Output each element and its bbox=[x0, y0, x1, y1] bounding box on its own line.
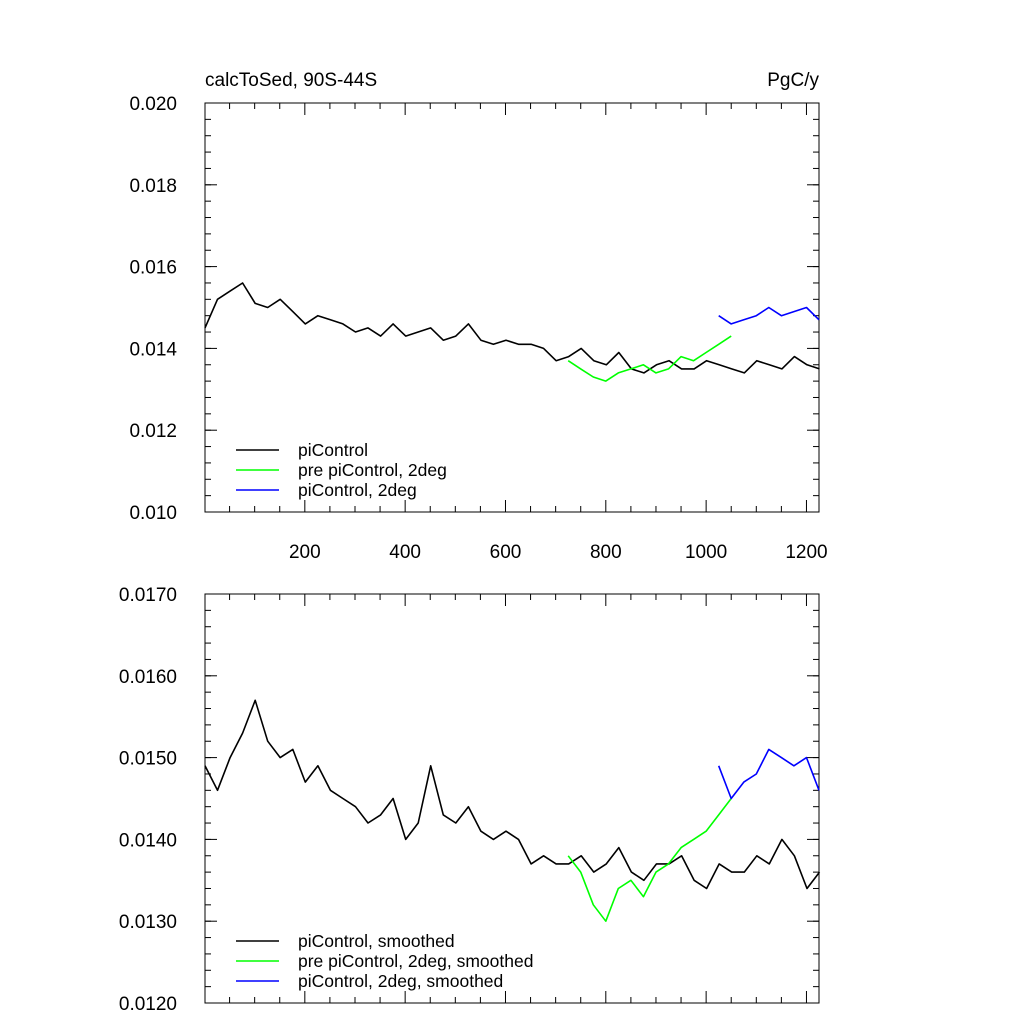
y-tick-label: 0.0130 bbox=[119, 912, 177, 933]
y-tick-label: 0.0170 bbox=[119, 585, 177, 606]
x-tick-label: 1000 bbox=[685, 542, 727, 563]
legend-label: piControl bbox=[298, 440, 368, 460]
x-tick-label: 1200 bbox=[785, 542, 827, 563]
y-tick-label: 0.016 bbox=[129, 258, 177, 279]
x-tick-label: 200 bbox=[289, 542, 321, 563]
y-tick-label: 0.010 bbox=[129, 503, 177, 524]
y-tick-label: 0.020 bbox=[129, 94, 177, 115]
bottom-panel: 0.0120 0.0130 0.0140 0.0150 0.0160 0.0170 piCo… bbox=[119, 585, 821, 1015]
series-line-picontrol-smoothed bbox=[204, 699, 821, 890]
legend-label: piControl, smoothed bbox=[298, 931, 455, 951]
x-tick-label: 600 bbox=[490, 542, 522, 563]
legend-label: piControl, 2deg, smoothed bbox=[298, 971, 503, 991]
y-tick-label: 0.012 bbox=[129, 421, 177, 442]
legend-label: pre piControl, 2deg bbox=[298, 460, 447, 480]
series-line-picontrol-2deg-smoothed bbox=[717, 748, 820, 800]
series-line-picontrol bbox=[204, 282, 820, 374]
y-tick-label: 0.018 bbox=[129, 176, 177, 197]
series-line-picontrol-2deg bbox=[718, 306, 820, 325]
chart-title-left: calcToSed, 90S-44S bbox=[205, 70, 377, 91]
plot-frame bbox=[204, 593, 820, 1004]
top-panel: 0.010 0.012 0.014 0.016 0.018 0.020 200 400 600 8… bbox=[129, 94, 827, 563]
y-tick-label: 0.0160 bbox=[119, 667, 177, 688]
y-tick-label: 0.0140 bbox=[119, 830, 177, 851]
legend-label: piControl, 2deg bbox=[298, 480, 417, 500]
y-tick-label: 0.014 bbox=[129, 339, 177, 360]
chart-title-right: PgC/y bbox=[767, 70, 819, 91]
x-tick-label: 800 bbox=[590, 542, 622, 563]
series-line-pre-picontrol-2deg-smoothed bbox=[567, 798, 732, 923]
legend-label: pre piControl, 2deg, smoothed bbox=[298, 951, 533, 971]
series-line-pre-picontrol-2deg bbox=[567, 335, 732, 382]
plot-frame bbox=[204, 102, 820, 513]
y-tick-label: 0.0120 bbox=[119, 994, 177, 1015]
x-tick-label: 400 bbox=[389, 542, 421, 563]
y-tick-label: 0.0150 bbox=[119, 749, 177, 770]
